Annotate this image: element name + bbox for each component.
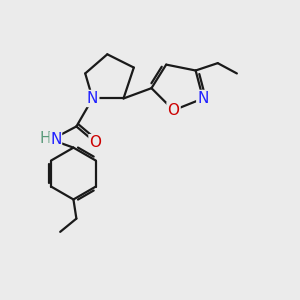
Text: O: O bbox=[89, 135, 101, 150]
Text: O: O bbox=[168, 103, 180, 118]
Text: N: N bbox=[197, 91, 209, 106]
Text: H: H bbox=[39, 131, 51, 146]
Text: N: N bbox=[87, 91, 98, 106]
Text: N: N bbox=[50, 132, 61, 147]
